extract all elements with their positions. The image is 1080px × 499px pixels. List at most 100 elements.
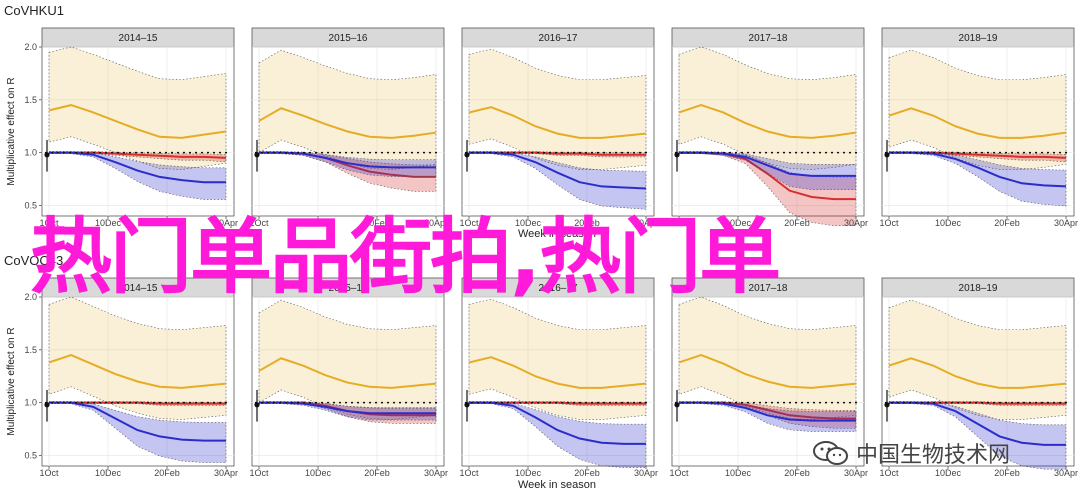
ribbon-gold: [258, 49, 437, 170]
x-tick-label: 30Apr: [844, 218, 868, 228]
x-tick-label: 20Feb: [574, 218, 600, 228]
x-tick-label: 1Oct: [39, 468, 59, 478]
series-line-blue: [49, 151, 226, 184]
panel-label: 2014–15: [119, 283, 158, 294]
ribbon-red: [888, 151, 1067, 163]
ribbon-gold: [468, 48, 647, 170]
x-tick-label: 1Oct: [459, 218, 479, 228]
start-point: [884, 402, 890, 408]
x-tick-label: 30Apr: [424, 218, 448, 228]
series-line-gold: [888, 357, 1067, 389]
panel-label: 2015–16: [329, 283, 368, 294]
panel-label: 2016–17: [539, 283, 578, 294]
panel-label: 2016–17: [539, 33, 578, 44]
ribbon-gold: [468, 298, 647, 420]
x-tick-label: 30Apr: [1054, 468, 1078, 478]
panel-label: 2017–18: [749, 283, 788, 294]
ribbon-gold: [888, 49, 1067, 170]
watermark: 中国生物技术网: [812, 438, 1062, 468]
x-tick-label: 30Apr: [424, 468, 448, 478]
ribbon-blue: [468, 151, 647, 210]
ribbon-blue: [48, 401, 227, 463]
start-point: [464, 152, 470, 158]
wechat-icon: [813, 441, 848, 465]
ribbon-blue: [678, 401, 857, 432]
x-tick-label: 10Dec: [935, 468, 962, 478]
x-tick-label: 1Oct: [249, 218, 269, 228]
ribbon-red: [258, 401, 437, 424]
ribbon-red: [678, 151, 857, 227]
series-line-gold: [48, 354, 227, 389]
y-tick-label: 0.5: [24, 450, 37, 460]
panel-1: 2014–15 1Oct 10Dec 20Feb 30Apr: [39, 277, 238, 478]
series-line-blue: [259, 401, 436, 415]
x-tick-label: 1Oct: [669, 468, 689, 478]
x-tick-label: 20Feb: [994, 218, 1020, 228]
panel-4: 2017–18 1Oct 10Dec 20Feb 30Apr: [669, 27, 868, 228]
x-tick-label: 10Dec: [515, 218, 542, 228]
x-tick-label: 10Dec: [95, 468, 122, 478]
ribbon-blue: [468, 401, 647, 468]
series-line-blue: [679, 401, 856, 422]
series-line-blue: [469, 151, 647, 190]
series-line-red: [469, 401, 646, 405]
x-axis-label: Week in season: [518, 479, 596, 491]
start-point: [884, 152, 890, 158]
ribbon-gold: [48, 46, 227, 170]
series-line-blue: [889, 401, 1066, 446]
x-tick-label: 1Oct: [879, 218, 899, 228]
start-point: [254, 152, 260, 158]
x-tick-label: 10Dec: [935, 218, 962, 228]
panel-label: 2018–19: [959, 283, 998, 294]
panel-5: 2018–19 1Oct 10Dec 20Feb 30Apr: [879, 27, 1078, 228]
ribbon-blue: [888, 401, 1067, 470]
x-tick-label: 20Feb: [364, 218, 390, 228]
x-tick-label: 1Oct: [39, 218, 59, 228]
series-line-gold: [258, 107, 437, 139]
ribbon-red: [48, 151, 227, 163]
y-axis-label: Multiplicative effect on R: [6, 327, 17, 435]
series-line-gold: [258, 357, 437, 389]
chart-2: CoVOC43 Multiplicative effect on R Week in…: [4, 253, 1078, 491]
panel-plot-area: [461, 296, 655, 467]
x-tick-label: 20Feb: [364, 468, 390, 478]
chart-1: CoVHKU1 Multiplicative effect on R Week in…: [4, 3, 1078, 240]
panel-plot-area: [881, 46, 1075, 217]
series-line-gold: [678, 354, 857, 389]
x-tick-label: 20Feb: [574, 468, 600, 478]
x-tick-label: 10Dec: [515, 468, 542, 478]
x-tick-label: 10Dec: [725, 468, 752, 478]
panel-label: 2017–18: [749, 33, 788, 44]
x-tick-label: 20Feb: [154, 218, 180, 228]
start-point: [674, 402, 680, 408]
watermark-text: 中国生物技术网: [856, 443, 1011, 468]
x-tick-label: 30Apr: [844, 468, 868, 478]
x-tick-label: 10Dec: [305, 468, 332, 478]
panel-1: 2014–15 1Oct 10Dec 20Feb 30Apr: [39, 27, 238, 228]
x-tick-label: 30Apr: [634, 218, 658, 228]
x-tick-label: 30Apr: [634, 468, 658, 478]
ribbon-blue: [48, 151, 227, 200]
x-tick-label: 20Feb: [784, 218, 810, 228]
y-axis-label: Multiplicative effect on R: [6, 77, 17, 185]
panel-label: 2014–15: [119, 33, 158, 44]
panel-5: 2018–19 1Oct 10Dec 20Feb 30Apr: [879, 277, 1078, 478]
start-point: [44, 152, 50, 158]
series-line-blue: [259, 151, 436, 169]
panel-plot-area: [41, 46, 235, 217]
panel-label: 2018–19: [959, 33, 998, 44]
x-tick-label: 10Dec: [95, 218, 122, 228]
x-tick-label: 10Dec: [305, 218, 332, 228]
x-tick-label: 1Oct: [459, 468, 479, 478]
series-line-gold: [468, 356, 647, 389]
panel-3: 2016–17 1Oct 10Dec 20Feb 30Apr: [459, 27, 658, 228]
chart-title: CoVHKU1: [4, 3, 64, 18]
ribbon-gold: [888, 299, 1067, 420]
ribbon-gold: [258, 299, 437, 420]
y-tick-label: 2.0: [24, 292, 37, 302]
x-tick-label: 30Apr: [214, 218, 238, 228]
series-line-blue: [889, 151, 1067, 188]
y-tick-label: 1.0: [24, 398, 37, 408]
x-tick-label: 20Feb: [784, 468, 810, 478]
panel-3: 2016–17 1Oct 10Dec 20Feb 30Apr: [459, 277, 658, 478]
